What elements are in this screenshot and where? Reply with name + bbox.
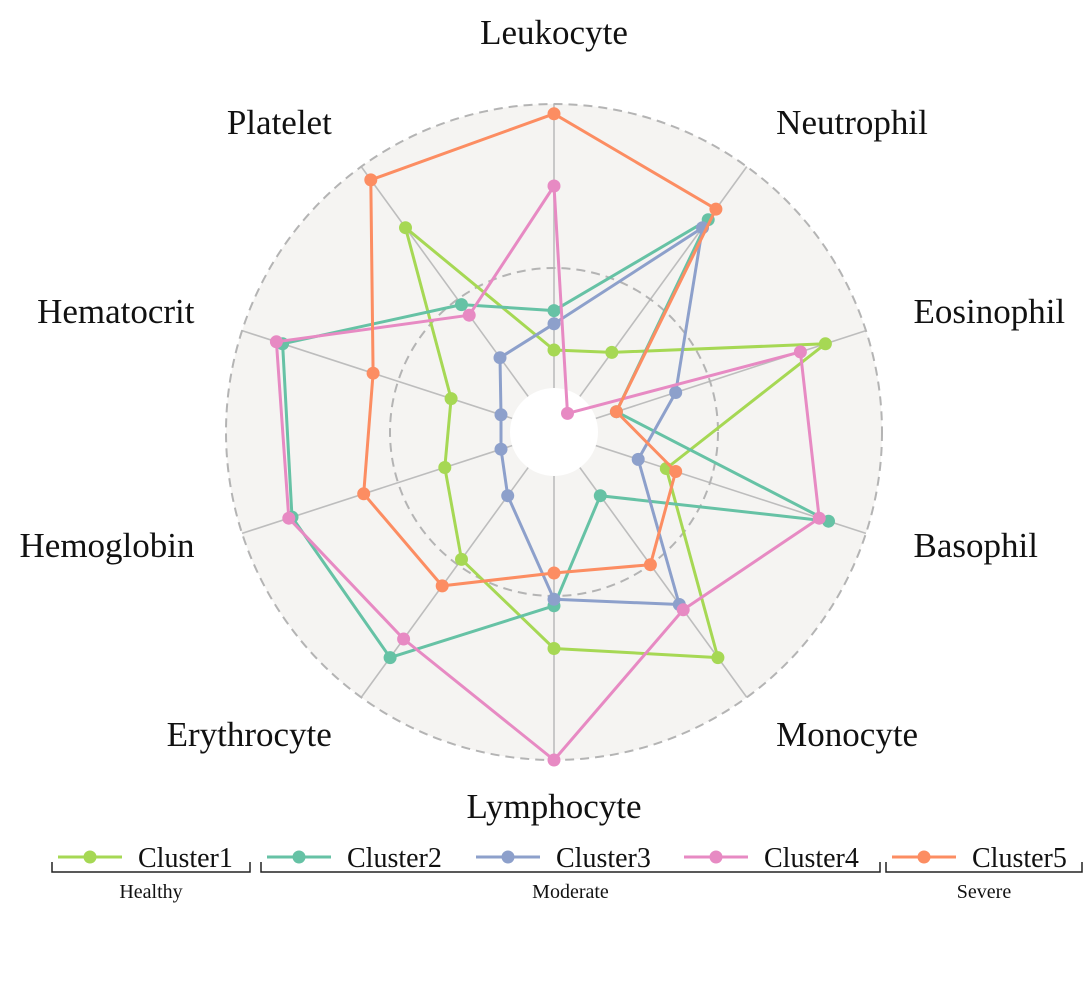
legend-group-moderate: Moderate xyxy=(260,862,881,903)
point-cluster1-hematocrit xyxy=(444,392,458,406)
axis-label-erythrocyte: Erythrocyte xyxy=(167,715,332,754)
axis-label-monocyte: Monocyte xyxy=(776,715,918,754)
legend-group-healthy: Healthy xyxy=(51,862,251,903)
point-cluster3-lymphocyte xyxy=(547,592,561,606)
series-layer xyxy=(269,107,835,767)
axis-label-hematocrit: Hematocrit xyxy=(37,292,195,331)
point-cluster4-basophil xyxy=(812,511,826,525)
axis-label-leukocyte: Leukocyte xyxy=(480,13,628,52)
axis-label-platelet: Platelet xyxy=(227,103,332,142)
point-cluster3-hemoglobin xyxy=(494,442,508,456)
point-cluster5-erythrocyte xyxy=(435,579,449,593)
point-cluster3-erythrocyte xyxy=(501,489,515,503)
legend-label-cluster3: Cluster3 xyxy=(556,843,651,874)
point-cluster5-neutrophil xyxy=(709,202,723,216)
legend-group-severe: Severe xyxy=(885,862,1083,903)
legend-item-cluster5: Cluster5 xyxy=(892,843,1067,874)
point-cluster4-lymphocyte xyxy=(547,753,561,767)
point-cluster4-hemoglobin xyxy=(282,511,296,525)
axis-label-eosinophil: Eosinophil xyxy=(913,292,1065,331)
point-cluster5-hematocrit xyxy=(366,366,380,380)
legend-marker-cluster4 xyxy=(709,850,723,864)
point-cluster5-basophil xyxy=(669,465,683,478)
point-cluster4-erythrocyte xyxy=(397,632,411,646)
axis-labels: Leukocyte Neutrophil Eosinophil Basophil Mon… xyxy=(20,13,1066,826)
spoke-platelet xyxy=(360,166,555,433)
point-cluster1-leukocyte xyxy=(547,343,561,357)
point-cluster5-eosinophil xyxy=(609,405,623,419)
point-cluster2-leukocyte xyxy=(547,304,561,318)
point-cluster1-platelet xyxy=(399,221,412,235)
legend-item-cluster4: Cluster4 xyxy=(684,843,859,874)
point-cluster3-hematocrit xyxy=(494,408,508,422)
point-cluster3-leukocyte xyxy=(547,317,561,331)
legend-marker-cluster5 xyxy=(917,850,931,864)
point-cluster5-lymphocyte xyxy=(547,566,561,580)
legend-group-label-severe: Severe xyxy=(957,881,1012,903)
axis-label-lymphocyte: Lymphocyte xyxy=(467,787,642,826)
point-cluster2-platelet xyxy=(455,298,468,312)
legend-group-bracket-healthy xyxy=(51,862,251,873)
legend-item-cluster1: Cluster1 xyxy=(58,843,233,874)
point-cluster5-leukocyte xyxy=(547,107,561,121)
legend-item-cluster2: Cluster2 xyxy=(267,843,442,874)
point-cluster4-platelet xyxy=(462,308,476,322)
legend-marker-cluster1 xyxy=(83,850,97,864)
legend-group-bracket-moderate xyxy=(260,862,881,873)
legend-item-cluster3: Cluster3 xyxy=(476,843,651,874)
point-cluster4-leukocyte xyxy=(547,179,561,193)
series-cluster1 xyxy=(399,221,832,665)
legend-label-cluster2: Cluster2 xyxy=(347,843,442,874)
center-hole xyxy=(510,388,598,476)
series-cluster4 xyxy=(269,179,826,767)
point-cluster3-basophil xyxy=(631,452,645,466)
legend-label-cluster1: Cluster1 xyxy=(138,843,233,874)
legend-group-label-moderate: Moderate xyxy=(532,881,609,903)
axis-label-neutrophil: Neutrophil xyxy=(776,103,928,142)
point-cluster1-erythrocyte xyxy=(455,552,468,566)
point-cluster3-platelet xyxy=(493,351,507,365)
point-cluster1-eosinophil xyxy=(818,337,832,351)
point-cluster1-neutrophil xyxy=(605,345,619,359)
legend-group-label-healthy: Healthy xyxy=(119,881,182,903)
point-cluster5-platelet xyxy=(364,173,378,187)
legend-marker-cluster2 xyxy=(292,850,306,864)
point-cluster2-monocyte xyxy=(593,489,607,503)
point-cluster4-eosinophil xyxy=(793,345,807,359)
point-cluster1-hemoglobin xyxy=(438,461,452,474)
point-cluster4-monocyte xyxy=(676,603,690,617)
axis-label-hemoglobin: Hemoglobin xyxy=(20,526,195,565)
series-cluster3 xyxy=(493,221,709,611)
legend-label-cluster4: Cluster4 xyxy=(764,843,859,874)
point-cluster1-lymphocyte xyxy=(547,642,561,655)
point-cluster3-eosinophil xyxy=(669,386,683,399)
legend-label-cluster5: Cluster5 xyxy=(972,843,1067,874)
point-cluster5-monocyte xyxy=(643,558,657,572)
legend-group-bracket-severe xyxy=(885,862,1083,873)
point-cluster5-hemoglobin xyxy=(357,487,371,501)
point-cluster2-erythrocyte xyxy=(383,651,397,665)
series-cluster5 xyxy=(357,107,723,593)
point-cluster1-monocyte xyxy=(711,651,725,665)
point-cluster4-hematocrit xyxy=(269,335,283,349)
legend-marker-cluster3 xyxy=(501,850,515,864)
axis-label-basophil: Basophil xyxy=(913,526,1038,565)
legend: Cluster1 Cluster2 Cluster3 Cluster4 Cluster5… xyxy=(51,843,1083,903)
point-cluster4-neutrophil xyxy=(561,406,574,420)
